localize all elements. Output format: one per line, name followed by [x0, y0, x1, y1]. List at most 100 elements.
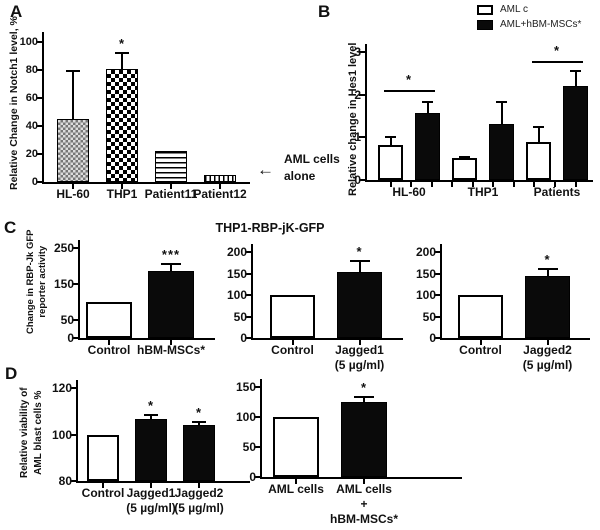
x-axis — [440, 338, 590, 340]
error-bar-cap — [422, 101, 433, 104]
panel-c-title: THP1-RBP-jK-GFP — [215, 221, 325, 235]
x-tick — [546, 340, 549, 345]
panel-d-y-axis-title-line2: AML blast cells % — [32, 390, 44, 475]
error-bar-cap — [115, 52, 129, 55]
y-tick — [70, 387, 76, 389]
error-bar — [198, 421, 200, 426]
x-tick — [170, 184, 172, 189]
x-tick — [479, 340, 482, 345]
y-tick — [434, 294, 440, 296]
x-category-label: Patients — [533, 185, 581, 199]
aml-cells-alone-annotation: AML cells alone — [284, 151, 340, 185]
bar — [415, 112, 440, 180]
y-tick — [434, 337, 440, 339]
y-tick — [70, 480, 76, 482]
x-category-label: Jagged1 (5 µg/ml) — [103, 486, 199, 516]
y-tick-label: 0 — [249, 470, 256, 484]
x-axis — [365, 180, 593, 182]
error-bar — [546, 268, 549, 276]
x-category-label: Control — [81, 486, 125, 500]
x-tick — [150, 483, 152, 488]
x-axis — [251, 338, 403, 340]
error-bar — [537, 126, 540, 142]
x-category-label: THP1 — [467, 185, 499, 199]
bar — [148, 270, 194, 338]
significance-stars: *** — [161, 247, 181, 263]
bar — [86, 302, 132, 338]
bar — [204, 175, 236, 182]
y-tick-label: 60 — [25, 92, 38, 104]
y-tick-label: 1 — [354, 130, 361, 145]
error-bar-cap — [533, 125, 544, 128]
panel-d-chart-coculture: 0 50 100 150 * AML cells AML cells + hBM-MSCs* — [236, 376, 500, 530]
x-tick — [451, 182, 454, 187]
x-category-label: Jagged2 (5 µg/ml) — [151, 486, 247, 516]
y-tick — [359, 51, 365, 53]
bar — [563, 86, 588, 180]
y-tick — [245, 315, 251, 318]
panel-d-y-axis-title: Relative viability of AML blast cells % — [18, 387, 45, 478]
error-bar-cap — [496, 101, 507, 104]
y-tick — [36, 41, 42, 43]
panel-b-y-axis-title: Relative change in Hes1 level — [347, 42, 359, 196]
y-tick — [434, 315, 440, 318]
panel-b-chart: 0 1 2 3 HL-60 THP1 Patients * * — [310, 0, 600, 220]
y-tick-label: 100 — [226, 288, 247, 302]
x-tick — [102, 483, 104, 488]
x-category-label: HL-60 — [392, 185, 426, 199]
x-tick — [219, 184, 221, 189]
x-axis — [42, 182, 250, 184]
panel-c-y-axis-title-line1: Change in RBP-Jk GFP — [25, 229, 36, 334]
bar — [458, 295, 503, 338]
significance-stars: * — [405, 72, 413, 88]
y-tick — [36, 125, 42, 127]
x-tick — [198, 483, 200, 488]
y-axis — [76, 380, 78, 481]
y-axis — [365, 44, 367, 180]
x-category-sublabel: (5 µg/ml) — [522, 358, 573, 372]
x-tick — [553, 182, 556, 187]
y-tick — [72, 283, 78, 285]
x-category-sublabel: + — [360, 497, 368, 511]
bar — [452, 157, 477, 180]
bar — [270, 295, 315, 338]
y-tick — [359, 136, 365, 139]
y-tick-label: 50 — [233, 309, 247, 324]
x-category-label: AML cells — [268, 482, 324, 496]
x-category-label: AML cells + hBM-MSCs* — [316, 482, 412, 527]
panel-c-y-axis-title: Change in RBP-Jk GFP reporter activity — [25, 229, 49, 334]
bar — [341, 402, 387, 477]
error-bar — [426, 102, 429, 113]
y-tick — [434, 251, 440, 253]
x-axis — [260, 477, 462, 479]
y-tick-label: 50 — [422, 309, 436, 324]
error-bar-cap — [537, 267, 558, 270]
x-tick — [108, 340, 110, 345]
x-tick — [291, 340, 294, 345]
x-tick — [170, 340, 172, 345]
y-tick-label: 120 — [51, 381, 72, 395]
significance-line — [383, 90, 435, 93]
bar — [273, 417, 319, 477]
x-category-label: Patient12 — [193, 187, 247, 201]
x-category-label: hBM-MSCs* — [137, 343, 205, 357]
error-bar — [574, 71, 577, 87]
significance-line — [531, 61, 583, 64]
panel-a-letter: A — [10, 2, 23, 21]
y-tick — [36, 97, 42, 99]
x-tick — [471, 182, 474, 187]
y-tick-label: 150 — [226, 266, 247, 281]
left-arrow-icon: ← — [257, 160, 274, 179]
x-category-label: Control — [459, 343, 502, 357]
y-axis — [260, 379, 262, 477]
x-tick — [512, 182, 515, 187]
x-tick — [389, 182, 392, 187]
x-axis — [78, 338, 215, 340]
x-tick — [430, 182, 433, 187]
x-category-label: Jagged2 (5 µg/ml) — [500, 343, 596, 373]
panel-d-chart-viability: 80 100 120 * * Control Jagged1 (5 µg/ml) Jagged2… — [0, 376, 295, 530]
significance-stars: * — [544, 251, 551, 267]
x-category-label: Control — [271, 343, 314, 357]
x-tick — [533, 182, 536, 187]
legend-swatch-white — [477, 4, 493, 15]
